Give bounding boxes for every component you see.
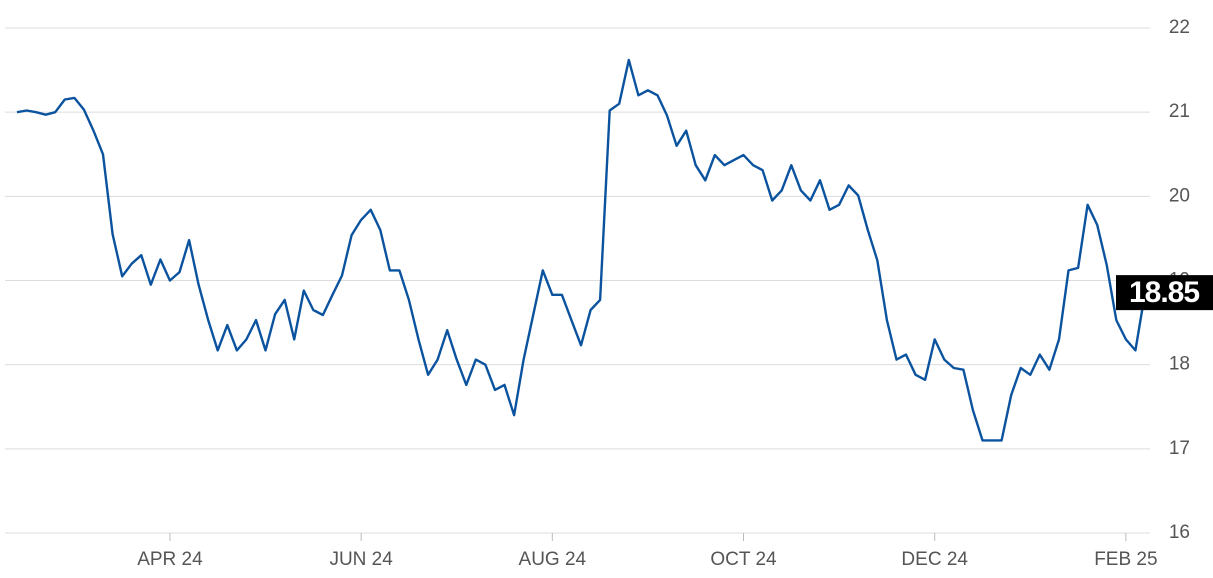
y-tick-label: 16 [1169, 522, 1190, 543]
y-tick-label: 22 [1169, 17, 1190, 38]
y-tick-label: 21 [1169, 101, 1190, 122]
x-tick-label: AUG 24 [519, 549, 587, 570]
x-tick-label: APR 24 [137, 549, 203, 570]
x-tick-label: FEB 25 [1094, 549, 1157, 570]
y-tick-label: 20 [1169, 185, 1190, 206]
y-tick-label: 18 [1169, 354, 1190, 375]
last-value-badge: 18.85 [1116, 275, 1213, 311]
badge-bg [1116, 275, 1213, 311]
x-tick-label: OCT 24 [710, 549, 777, 570]
x-tick-label: DEC 24 [901, 549, 968, 570]
last-value: 18.85 [1129, 276, 1199, 309]
price-line [16, 58, 1147, 442]
x-tick-label: JUN 24 [329, 549, 393, 570]
y-tick-label: 17 [1169, 438, 1190, 459]
